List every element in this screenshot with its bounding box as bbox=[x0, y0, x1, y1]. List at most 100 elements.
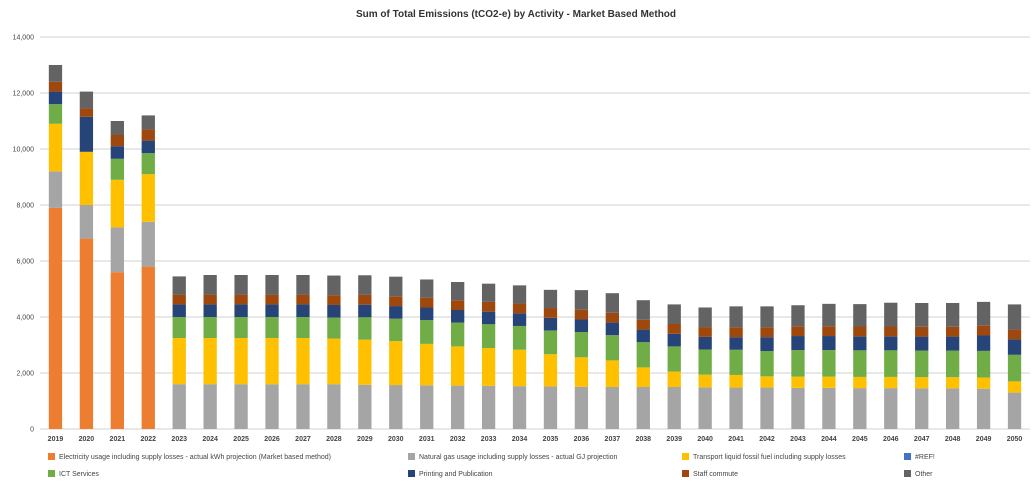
bar-segment bbox=[698, 387, 712, 429]
bar-segment bbox=[296, 384, 310, 429]
bar-segment bbox=[481, 348, 496, 386]
legend-label: #REF! bbox=[915, 454, 935, 461]
bar-segment bbox=[451, 282, 465, 301]
bar-segment bbox=[327, 304, 341, 318]
bar-segment bbox=[915, 377, 929, 389]
bar-segment bbox=[574, 319, 589, 333]
bar-segment bbox=[141, 266, 155, 429]
bar-segment bbox=[512, 386, 527, 429]
bar-segment bbox=[915, 336, 929, 351]
bar-segment bbox=[451, 322, 465, 347]
bar-segment bbox=[729, 327, 743, 338]
legend-swatch bbox=[48, 470, 55, 477]
bar-segment bbox=[853, 388, 867, 429]
x-tick-label: 2036 bbox=[574, 436, 590, 443]
bar-segment bbox=[543, 289, 558, 309]
x-tick-label: 2033 bbox=[481, 436, 497, 443]
bar-segment bbox=[1007, 392, 1022, 429]
bar-segment bbox=[946, 303, 960, 327]
x-tick-label: 2035 bbox=[543, 436, 559, 443]
bar-segment bbox=[915, 350, 929, 378]
bar-segment bbox=[327, 338, 341, 385]
bar-segment bbox=[389, 296, 403, 307]
bar-segment bbox=[265, 338, 279, 385]
bar-segment bbox=[946, 377, 960, 389]
legend-swatch bbox=[682, 470, 689, 477]
bar-segment bbox=[884, 350, 898, 377]
bar-segment bbox=[48, 65, 63, 82]
bar-segment bbox=[822, 326, 836, 337]
bar-segment bbox=[605, 312, 619, 323]
x-tick-label: 2043 bbox=[790, 436, 806, 443]
bar-segment bbox=[110, 135, 124, 147]
bar-segment bbox=[667, 324, 681, 334]
bar-segment bbox=[667, 387, 681, 429]
bar-segment bbox=[389, 306, 403, 319]
x-tick-label: 2029 bbox=[357, 436, 373, 443]
bar-segment bbox=[884, 326, 898, 337]
bar-segment bbox=[884, 336, 898, 351]
bar-segment bbox=[48, 123, 63, 172]
bar-segment bbox=[172, 384, 186, 429]
bar-segment bbox=[853, 336, 867, 351]
bar-segment bbox=[543, 330, 558, 355]
x-tick-label: 2038 bbox=[635, 436, 651, 443]
bar-segment bbox=[946, 350, 960, 378]
y-tick-label: 6,000 bbox=[16, 259, 34, 266]
bar-segment bbox=[884, 388, 898, 429]
bar-segment bbox=[141, 221, 155, 267]
bar-segment bbox=[976, 388, 991, 429]
bar-segment bbox=[822, 376, 836, 388]
bar-segment bbox=[358, 317, 372, 340]
legend-label: Natural gas usage including supply losse… bbox=[419, 454, 618, 461]
bar-segment bbox=[451, 300, 465, 310]
bar-segment bbox=[605, 360, 619, 387]
bar-segment bbox=[791, 326, 805, 337]
bar-segment bbox=[853, 326, 867, 337]
bar-segment bbox=[327, 275, 341, 296]
bar-segment bbox=[946, 336, 960, 351]
bar-segment bbox=[234, 275, 248, 295]
bar-segment bbox=[822, 350, 836, 377]
bar-segment bbox=[141, 115, 155, 130]
bar-segment bbox=[605, 293, 619, 313]
bar-segment bbox=[79, 108, 94, 117]
bar-segment bbox=[1007, 354, 1022, 382]
bar-segment bbox=[420, 307, 434, 321]
bar-segment bbox=[822, 387, 836, 429]
bar-segment bbox=[976, 325, 991, 336]
bar-segment bbox=[760, 387, 774, 429]
bar-segment bbox=[1007, 339, 1022, 355]
x-tick-label: 2046 bbox=[883, 436, 899, 443]
bar-segment bbox=[172, 317, 186, 338]
bar-segment bbox=[698, 307, 712, 328]
bar-segment bbox=[1007, 329, 1022, 340]
legend-swatch bbox=[48, 453, 55, 460]
bar-segment bbox=[729, 306, 743, 328]
bar-segment bbox=[358, 304, 372, 318]
legend-label: Staff commute bbox=[693, 471, 738, 478]
bar-segment bbox=[636, 329, 650, 343]
bar-segment bbox=[729, 349, 743, 375]
bar-segment bbox=[698, 327, 712, 337]
bar-segment bbox=[296, 317, 310, 338]
bar-segment bbox=[389, 276, 403, 297]
bar-segment bbox=[574, 309, 589, 320]
bar-segment bbox=[791, 376, 805, 388]
legend: Electricity usage including supply losse… bbox=[48, 453, 935, 478]
bar-segment bbox=[760, 327, 774, 338]
bar-segment bbox=[884, 376, 898, 389]
bar-segment bbox=[327, 384, 341, 429]
gridlines bbox=[40, 36, 1030, 430]
bar-segment bbox=[110, 121, 124, 135]
bar-segment bbox=[667, 333, 681, 347]
bar-segment bbox=[79, 151, 94, 205]
bar-segment bbox=[79, 91, 94, 109]
bar-segment bbox=[389, 341, 403, 386]
bar-segment bbox=[296, 294, 310, 305]
bar-segment bbox=[389, 385, 403, 429]
bar-segment bbox=[110, 179, 124, 228]
bar-segment bbox=[698, 374, 712, 388]
bar-segment bbox=[48, 91, 63, 105]
bar-segment bbox=[451, 385, 465, 429]
